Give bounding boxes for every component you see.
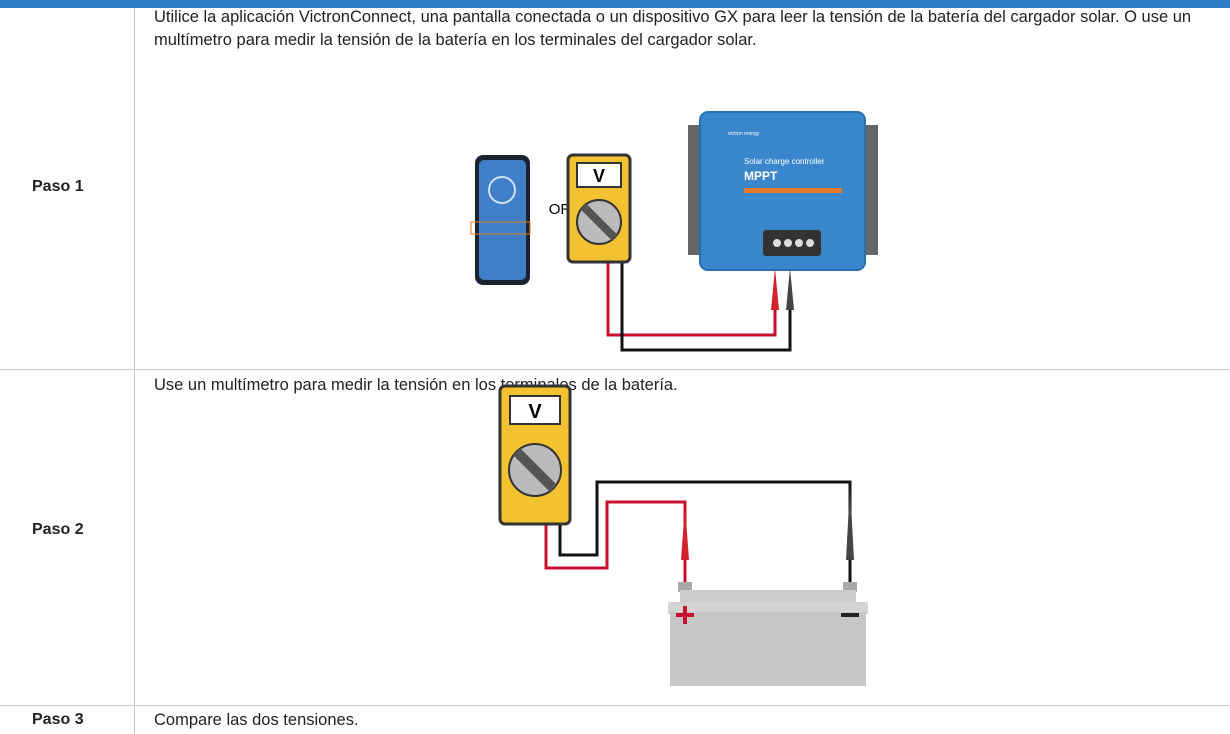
meter-label: V xyxy=(593,166,605,186)
row-divider xyxy=(0,369,1230,370)
phone xyxy=(470,155,531,285)
header-bar xyxy=(0,0,1230,8)
step-text: Utilice la aplicación VictronConnect, un… xyxy=(154,8,1192,49)
step-label: Paso 2 xyxy=(32,521,84,538)
step-text: Compare las dos tensiones. xyxy=(154,711,359,729)
red-wire xyxy=(606,262,777,337)
black-wire xyxy=(558,480,852,590)
step-label: Paso 1 xyxy=(32,178,84,195)
meter-label: V xyxy=(528,401,542,423)
multimeter xyxy=(566,153,632,264)
row-divider xyxy=(0,705,1230,706)
column-divider xyxy=(134,8,135,734)
battery xyxy=(668,582,868,686)
model-name: MPPT xyxy=(744,169,778,183)
product-name: Solar charge controller xyxy=(744,157,825,166)
brand: victron energy xyxy=(728,131,760,137)
step-label: Paso 3 xyxy=(32,711,84,728)
black-wire xyxy=(620,262,792,352)
red-probe xyxy=(681,505,689,560)
black-probe xyxy=(846,485,854,560)
solar-charger xyxy=(688,111,878,310)
multimeter xyxy=(498,384,572,526)
or-label: OR xyxy=(549,201,572,218)
